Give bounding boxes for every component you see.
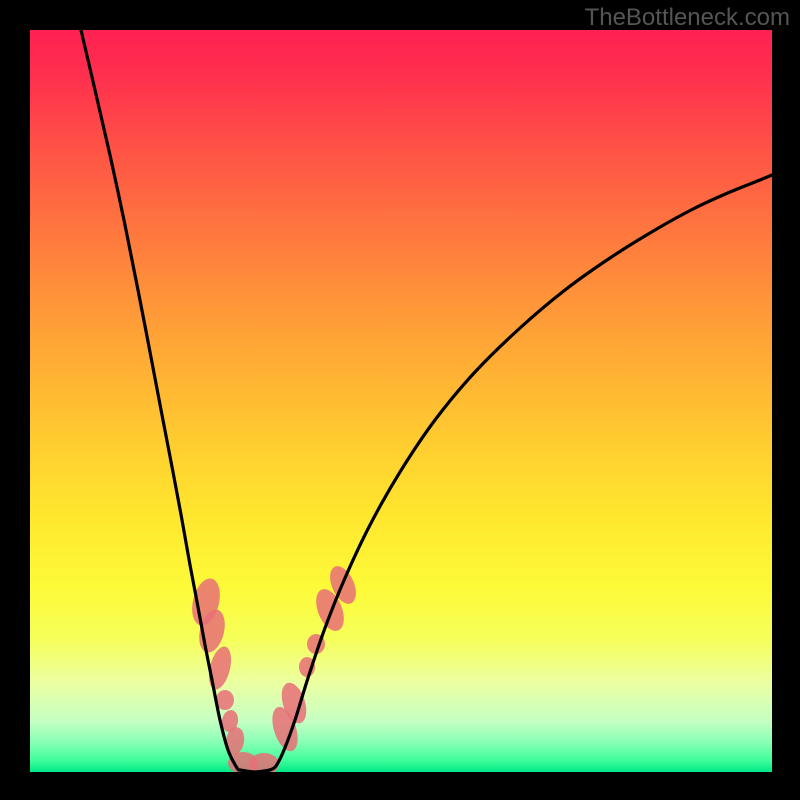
watermark-text: TheBottleneck.com xyxy=(585,4,790,32)
chart-outer-frame: TheBottleneck.com xyxy=(0,0,800,800)
bottleneck-curve-chart xyxy=(0,0,800,800)
gradient-background xyxy=(30,30,772,772)
